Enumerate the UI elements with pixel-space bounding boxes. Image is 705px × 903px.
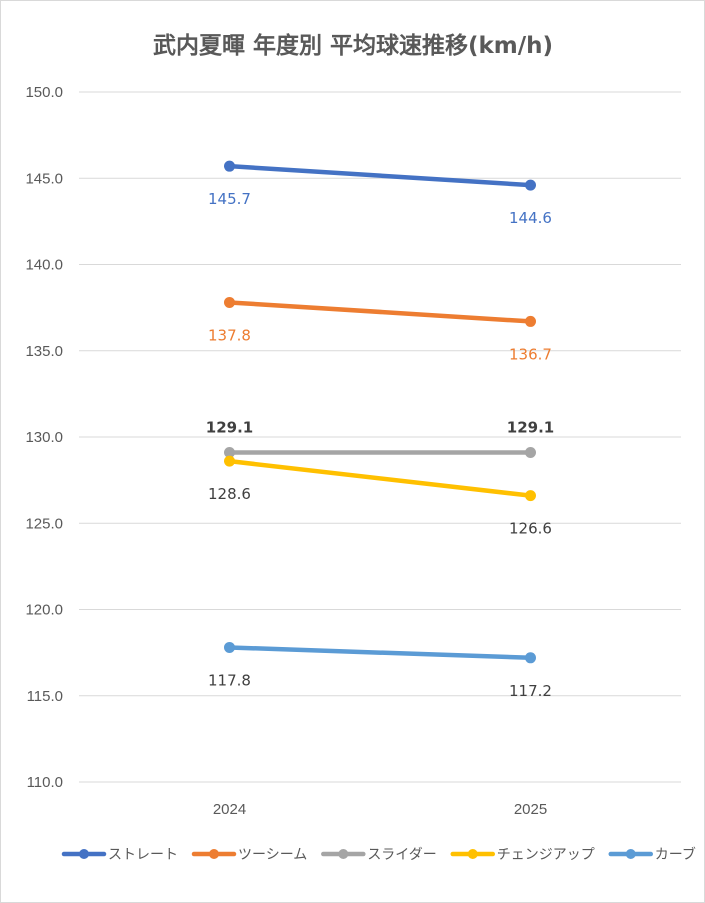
- y-tick-label: 120.0: [25, 602, 63, 619]
- legend-marker: [209, 849, 219, 859]
- data-label: 126.6: [509, 520, 552, 538]
- legend-label: チェンジアップ: [497, 847, 595, 863]
- y-tick-label: 145.0: [25, 170, 63, 187]
- data-label: 144.6: [509, 209, 552, 227]
- legend-label: ストレート: [108, 847, 178, 863]
- gridlines: [79, 91, 681, 783]
- data-point: [224, 160, 235, 172]
- data-point: [525, 447, 536, 459]
- data-point: [224, 447, 235, 459]
- x-tick-label: 2024: [213, 801, 246, 818]
- legend-label: スライダー: [367, 847, 436, 863]
- y-tick-label: 150.0: [25, 84, 63, 101]
- data-point: [525, 490, 536, 502]
- legend-marker: [625, 849, 636, 859]
- y-tick-label: 125.0: [25, 515, 63, 532]
- data-point: [525, 179, 536, 191]
- x-axis: 2024 2025: [213, 801, 547, 818]
- data-label: 117.8: [208, 671, 251, 689]
- y-tick-label: 135.0: [25, 343, 63, 360]
- data-label: 145.7: [208, 190, 251, 208]
- y-tick-label: 130.0: [25, 429, 63, 446]
- data-point: [525, 315, 536, 327]
- data-labels: 145.7 144.6 137.8 136.7 129.1 129.1 128.6 126.6…: [206, 190, 554, 700]
- chart-title: 武内夏暉 年度別 平均球速推移(km/h): [153, 32, 553, 59]
- data-point: [224, 455, 235, 467]
- data-label: 136.7: [509, 345, 552, 363]
- data-point: [525, 652, 536, 664]
- data-point: [224, 296, 235, 308]
- series-line: [227, 300, 533, 324]
- legend-marker: [467, 849, 478, 859]
- y-tick-label: 115.0: [27, 688, 63, 705]
- data-point: [224, 641, 235, 653]
- legend-label: ツーシーム: [238, 847, 307, 863]
- x-tick-label: 2025: [514, 801, 547, 818]
- data-label: 129.1: [507, 419, 554, 437]
- legend-label: カーブ: [655, 846, 696, 863]
- data-label: 137.8: [208, 326, 251, 344]
- legend-marker: [79, 849, 89, 859]
- data-label: 128.6: [208, 485, 251, 503]
- y-tick-label: 140.0: [25, 257, 63, 274]
- legend: ストレート ツーシーム スライダー チェンジアップ カーブ: [61, 846, 696, 863]
- legend-marker: [338, 849, 349, 859]
- y-tick-label: 110.0: [27, 774, 63, 791]
- series-line: [227, 163, 533, 188]
- y-axis: 110.0 115.0 120.0 125.0 130.0 135.0 140.0 145.0…: [25, 84, 63, 791]
- data-label: 117.2: [509, 682, 552, 700]
- series-group: [224, 160, 536, 664]
- data-label: 129.1: [206, 419, 253, 437]
- series-line: [227, 645, 533, 661]
- series-line: [227, 458, 533, 498]
